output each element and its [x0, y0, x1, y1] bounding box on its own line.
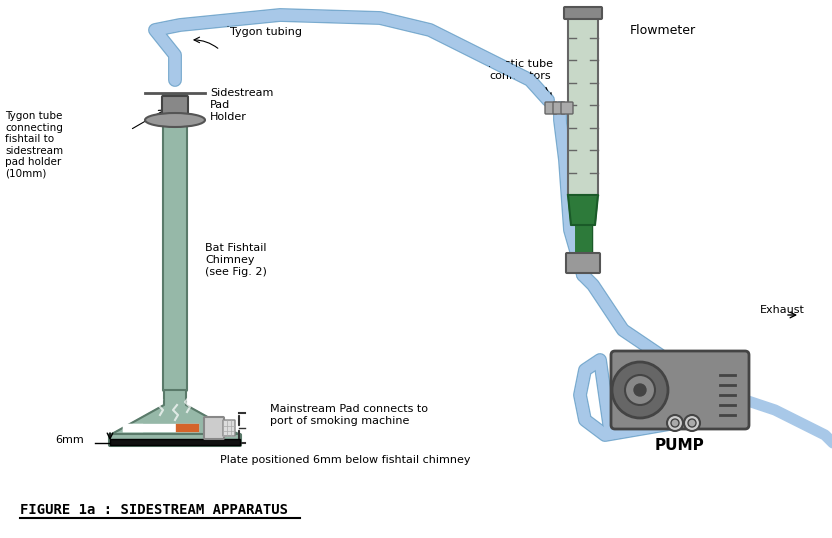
FancyBboxPatch shape — [564, 7, 602, 19]
FancyBboxPatch shape — [162, 96, 188, 114]
FancyBboxPatch shape — [110, 439, 240, 445]
Ellipse shape — [145, 113, 205, 127]
Text: Mainstream Pad connects to
port of smoking machine: Mainstream Pad connects to port of smoki… — [270, 404, 428, 426]
Polygon shape — [568, 195, 598, 225]
FancyBboxPatch shape — [611, 351, 749, 429]
Text: FIGURE 1a : SIDESTREAM APPARATUS: FIGURE 1a : SIDESTREAM APPARATUS — [20, 503, 288, 517]
Text: PUMP: PUMP — [655, 437, 705, 452]
Text: Exhaust: Exhaust — [760, 305, 805, 315]
FancyBboxPatch shape — [109, 434, 241, 446]
FancyBboxPatch shape — [163, 94, 187, 391]
FancyBboxPatch shape — [204, 417, 224, 439]
FancyBboxPatch shape — [566, 253, 600, 273]
Text: Plate positioned 6mm below fishtail chimney: Plate positioned 6mm below fishtail chim… — [220, 455, 471, 465]
Text: 6mm: 6mm — [55, 435, 84, 445]
Circle shape — [667, 415, 683, 431]
Circle shape — [634, 384, 646, 396]
Text: Tygon tube
connecting
fishtail to
sidestream
pad holder
(10mm): Tygon tube connecting fishtail to sidest… — [5, 111, 63, 179]
Circle shape — [688, 419, 696, 427]
Circle shape — [625, 375, 655, 405]
Text: Flowmeter: Flowmeter — [630, 24, 696, 37]
Polygon shape — [110, 390, 240, 435]
Circle shape — [612, 362, 668, 418]
FancyBboxPatch shape — [223, 420, 235, 436]
FancyBboxPatch shape — [545, 102, 557, 114]
Circle shape — [671, 419, 679, 427]
Circle shape — [684, 415, 700, 431]
Text: Plastic tube
connectors: Plastic tube connectors — [488, 59, 552, 81]
Text: Tygon tubing: Tygon tubing — [225, 22, 302, 37]
Text: Sidestream
Pad
Holder: Sidestream Pad Holder — [210, 88, 274, 122]
FancyBboxPatch shape — [568, 15, 598, 195]
FancyBboxPatch shape — [553, 102, 565, 114]
FancyBboxPatch shape — [561, 102, 573, 114]
Text: Bat Fishtail
Chimney
(see Fig. 2): Bat Fishtail Chimney (see Fig. 2) — [205, 243, 267, 277]
